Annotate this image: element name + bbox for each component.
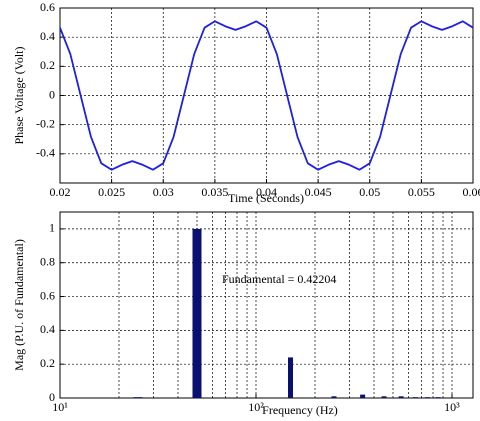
y-tick-label: 0.6 bbox=[40, 288, 55, 302]
x-tick-label: 0.05 bbox=[359, 185, 380, 199]
y-tick-label: 0 bbox=[49, 390, 55, 404]
bar bbox=[331, 396, 337, 398]
x-tick-label: 10² bbox=[248, 400, 264, 414]
line-series bbox=[59, 20, 474, 171]
bar bbox=[288, 357, 294, 398]
x-tick-label: 10¹ bbox=[52, 400, 68, 414]
x-tick-label: 0.045 bbox=[305, 185, 332, 199]
x-tick-label: 0.04 bbox=[256, 185, 277, 199]
y-tick-label: 0.2 bbox=[40, 58, 55, 72]
x-tick-label: 0.055 bbox=[408, 185, 435, 199]
y-tick-label: -0.4 bbox=[36, 146, 55, 160]
bar bbox=[398, 396, 404, 398]
annotation: Fundamental = 0.42204 bbox=[222, 272, 336, 286]
bar bbox=[360, 394, 366, 398]
x-axis-label: Frequency (Hz) bbox=[262, 403, 338, 417]
bar bbox=[425, 397, 431, 399]
y-tick-label: 0.4 bbox=[40, 322, 55, 336]
x-tick-label: 0.025 bbox=[98, 185, 125, 199]
bar bbox=[381, 396, 387, 398]
plot-frame bbox=[59, 211, 474, 399]
x-tick-label: 10³ bbox=[444, 400, 460, 414]
bar bbox=[192, 228, 202, 398]
y-tick-label: 0 bbox=[49, 87, 55, 101]
x-tick-label: 0.06 bbox=[463, 185, 480, 199]
x-tick-label: 0.02 bbox=[50, 185, 71, 199]
y-tick-label: 0.2 bbox=[40, 356, 55, 370]
y-axis-label: Mag (P.U. of Fundamental) bbox=[12, 239, 26, 371]
x-tick-label: 0.03 bbox=[153, 185, 174, 199]
bar bbox=[412, 397, 418, 399]
bar bbox=[435, 397, 441, 399]
y-tick-label: 0.8 bbox=[40, 254, 55, 268]
y-axis-label: Phase Voltage (Volt) bbox=[12, 46, 26, 144]
bar bbox=[133, 397, 143, 399]
y-tick-label: -0.2 bbox=[36, 116, 55, 130]
y-tick-label: 1 bbox=[49, 221, 55, 235]
y-tick-label: 0.4 bbox=[40, 29, 55, 43]
y-tick-label: 0.6 bbox=[40, 0, 55, 14]
x-axis-label: Time (Seconds) bbox=[228, 191, 304, 205]
x-tick-label: 0.035 bbox=[201, 185, 228, 199]
